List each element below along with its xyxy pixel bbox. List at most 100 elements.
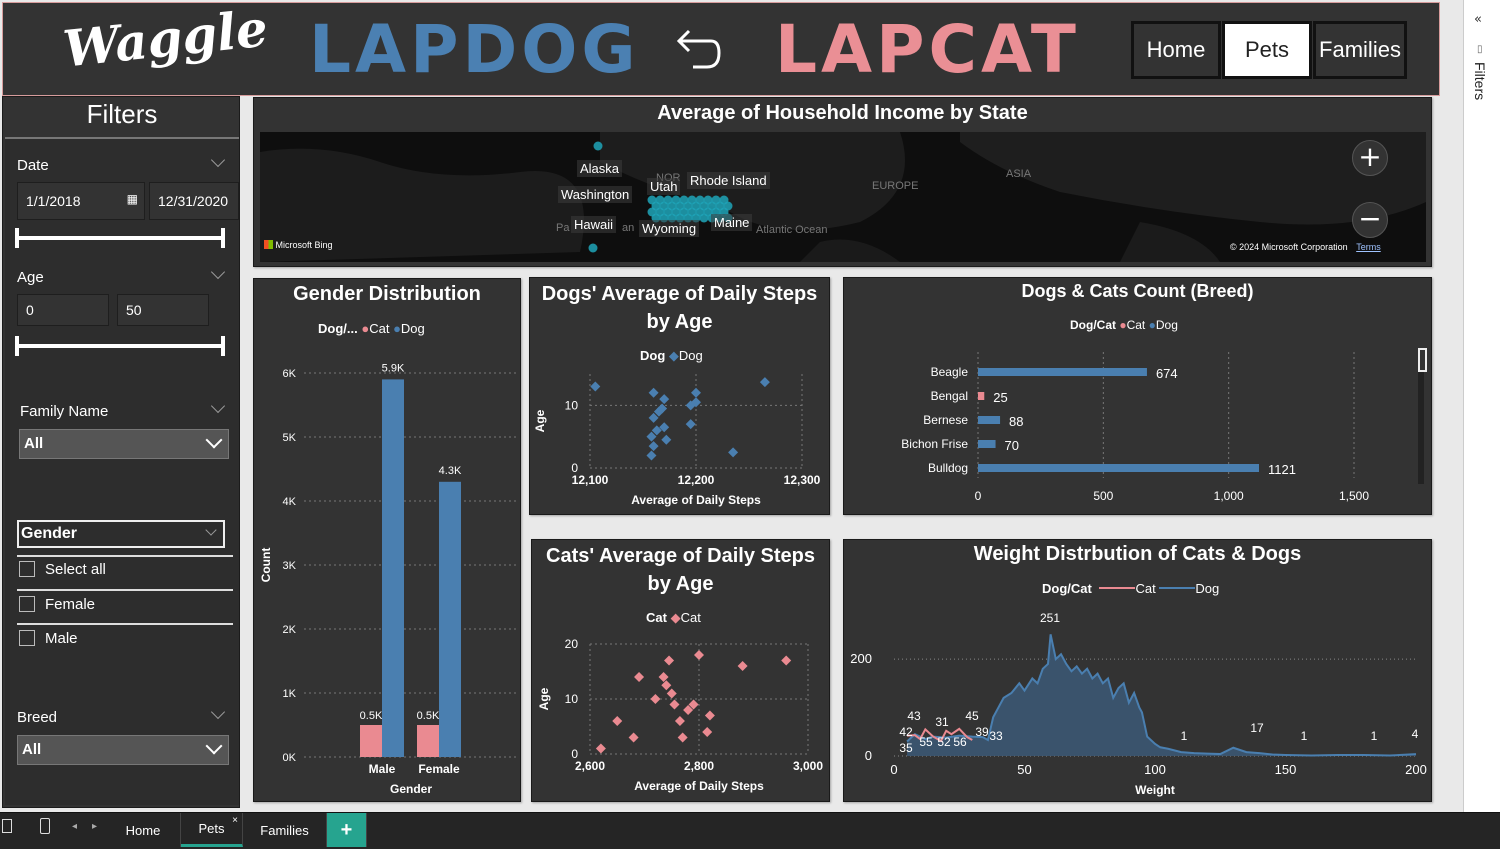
- filters-pane-label[interactable]: Filters: [1472, 62, 1488, 101]
- divider: [17, 623, 233, 625]
- chevron-down-icon[interactable]: [210, 398, 226, 414]
- age-range-slider[interactable]: [15, 336, 225, 356]
- add-page-button[interactable]: +: [327, 813, 367, 847]
- income-map[interactable]: EUROPE ASIA Atlantic Ocean NOR Pa an Ala…: [260, 132, 1426, 262]
- scrollbar-thumb[interactable]: [1418, 348, 1427, 372]
- filter-panel: Filters Date 1/1/2018 ▦ 12/31/2020 Age 0…: [2, 96, 240, 808]
- male-label[interactable]: Male: [45, 630, 78, 647]
- age-max-input[interactable]: 50: [117, 294, 209, 326]
- bing-attribution: Microsoft Bing: [264, 240, 333, 250]
- map-label-utah: Utah: [647, 178, 681, 195]
- data-label: 88: [1009, 414, 1023, 429]
- scatter-point: [759, 377, 770, 388]
- calendar-icon[interactable]: ▦: [126, 192, 138, 206]
- dog-bar: [978, 416, 1001, 424]
- cat-legend-diamond-icon: ◆: [670, 610, 681, 625]
- zoom-in-button[interactable]: +: [1352, 140, 1388, 176]
- x-tick-label: 12,300: [784, 473, 821, 487]
- gender-chart-legend: Dog/... ●Cat ●Dog: [318, 321, 425, 336]
- tab-home[interactable]: Home: [106, 813, 181, 847]
- divider: [17, 555, 233, 557]
- y-tick-label: 4K: [283, 496, 297, 508]
- x-tick-label: 200: [1405, 762, 1427, 777]
- map-region-label: EUROPE: [872, 180, 919, 192]
- zoom-out-button[interactable]: −: [1352, 202, 1388, 238]
- chevron-down-icon[interactable]: [210, 264, 226, 280]
- breed-chart-legend: Dog/Cat ●Cat ●Dog: [1070, 318, 1178, 332]
- scatter-point: [683, 705, 694, 715]
- select-all-checkbox[interactable]: [19, 561, 35, 577]
- filter-body: Date 1/1/2018 ▦ 12/31/2020 Age 0 50 Fami…: [5, 137, 239, 805]
- legend-cat: Cat: [369, 321, 390, 336]
- next-page-icon[interactable]: ▸: [92, 821, 98, 832]
- y-tick-label: 0: [571, 747, 578, 761]
- gender-filter-header[interactable]: Gender: [17, 520, 225, 548]
- data-label: 43: [907, 709, 921, 723]
- select-all-label[interactable]: Select all: [45, 561, 106, 578]
- scatter-point: [674, 716, 685, 726]
- y-tick-label: 1K: [283, 688, 297, 700]
- female-checkbox[interactable]: [19, 596, 35, 612]
- chevron-down-icon[interactable]: [210, 152, 226, 168]
- date-range-slider[interactable]: [15, 228, 225, 248]
- nav-families-button[interactable]: Families: [1313, 21, 1407, 79]
- breed-label: Bulldog: [928, 461, 968, 475]
- filters-pane[interactable]: [1463, 0, 1500, 812]
- scatter-point: [661, 434, 672, 445]
- chevron-down-icon[interactable]: [210, 704, 226, 720]
- legend-title: Cat: [646, 610, 667, 625]
- slider-handle-end[interactable]: [221, 228, 225, 248]
- dog-steps-title-line1: Dogs' Average of Daily Steps: [541, 283, 818, 305]
- data-label: 56: [953, 735, 967, 749]
- lapdog-brand: LAPDOG: [309, 11, 640, 88]
- breed-select[interactable]: All: [17, 735, 229, 765]
- nav-home-button[interactable]: Home: [1131, 21, 1221, 79]
- terms-link[interactable]: Terms: [1356, 242, 1381, 252]
- nav-pets-button[interactable]: Pets: [1222, 21, 1312, 79]
- x-tick-label: 1,500: [1339, 489, 1369, 503]
- tab-pets[interactable]: Pets ×: [181, 813, 243, 847]
- breed-label: Beagle: [931, 365, 969, 379]
- x-tick-label: 500: [1093, 489, 1113, 503]
- data-label: 1: [1301, 729, 1308, 743]
- age-min-input[interactable]: 0: [17, 294, 109, 326]
- mobile-view-icon[interactable]: [40, 818, 50, 834]
- scrollbar-track[interactable]: [1418, 348, 1424, 484]
- map-copyright: © 2024 Microsoft Corporation Terms: [1230, 242, 1381, 252]
- scatter-point: [648, 441, 659, 452]
- data-label: 1: [1181, 729, 1188, 743]
- scatter-point: [728, 447, 739, 458]
- y-tick-label: 0K: [283, 752, 297, 764]
- slider-handle-start[interactable]: [15, 228, 19, 248]
- data-label: 35: [899, 741, 913, 755]
- tab-families[interactable]: Families: [243, 813, 327, 847]
- prev-page-icon[interactable]: ◂: [72, 821, 78, 832]
- scatter-point: [595, 743, 606, 754]
- scatter-point: [650, 694, 661, 704]
- slider-handle-start[interactable]: [15, 336, 19, 356]
- state-bubble: [588, 243, 598, 253]
- date-end-input[interactable]: 12/31/2020: [149, 182, 239, 220]
- data-label: 4: [1412, 727, 1419, 741]
- x-tick-label: Female: [418, 762, 460, 776]
- close-tab-icon[interactable]: ×: [232, 815, 238, 826]
- data-label: 1: [1371, 729, 1378, 743]
- male-checkbox[interactable]: [19, 630, 35, 646]
- legend-dog: Dog: [1155, 318, 1178, 332]
- family-name-select[interactable]: All: [19, 429, 229, 459]
- legend-dog: Dog: [1195, 581, 1220, 596]
- slider-handle-end[interactable]: [221, 336, 225, 356]
- dog-bar: [978, 440, 996, 448]
- breed-label: Bichon Frise: [901, 437, 968, 451]
- scatter-point: [691, 387, 701, 398]
- date-start-input[interactable]: 1/1/2018 ▦: [17, 182, 145, 220]
- breed-bar-chart: 0 500 1,000 1,500 Beagle 674 Bengal 25 Bernese 88…: [901, 352, 1369, 503]
- female-label[interactable]: Female: [45, 596, 96, 613]
- double-chevron-left-icon[interactable]: «: [1474, 12, 1482, 27]
- pane-toggle-icon[interactable]: ▯: [1477, 44, 1483, 55]
- data-label: 25: [993, 390, 1007, 405]
- scatter-point: [653, 406, 664, 417]
- cat-steps-card: Cats' Average of Daily Steps by Age Cat …: [531, 539, 830, 802]
- desktop-view-icon[interactable]: [2, 819, 12, 833]
